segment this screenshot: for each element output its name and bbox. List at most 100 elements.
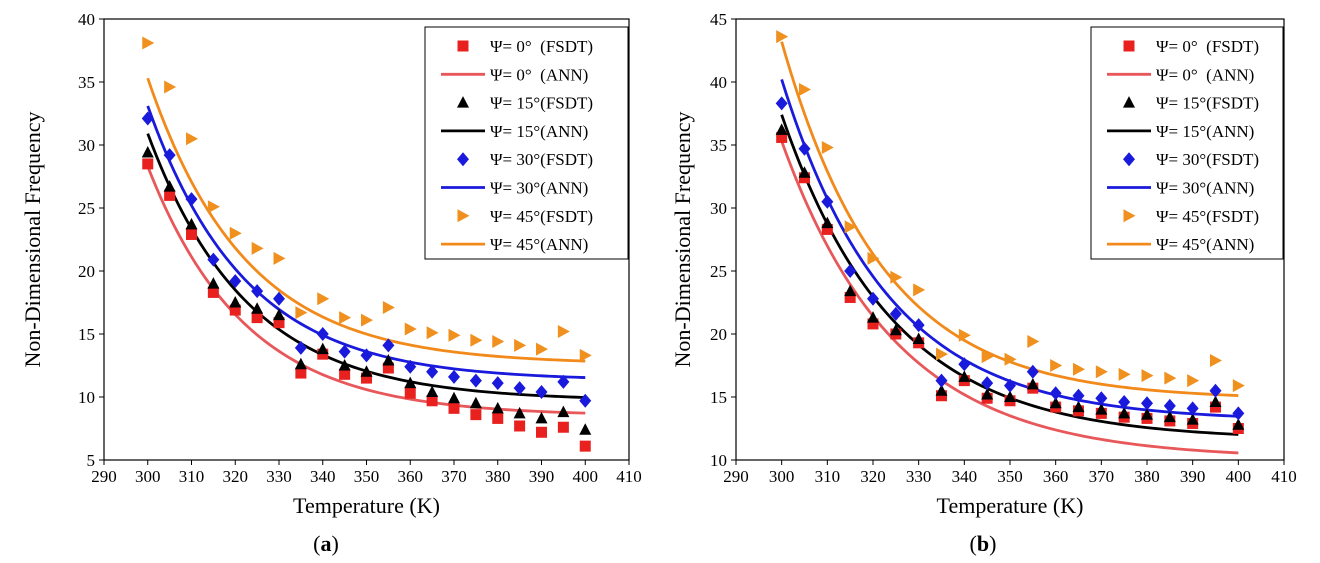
fsdt-point bbox=[448, 402, 460, 414]
fsdt-point bbox=[1026, 364, 1039, 379]
chart-a: 290 300 310 320 330 340 350 360 370 380 390 400 410 5… bbox=[20, 10, 642, 556]
fsdt-point bbox=[1095, 391, 1108, 406]
fsdt-point bbox=[317, 348, 329, 360]
fsdt-point bbox=[360, 348, 373, 363]
y-axis-title: Non-Dimensional Frequency bbox=[670, 112, 695, 368]
fsdt-point bbox=[958, 357, 971, 372]
fsdt-point bbox=[799, 172, 810, 184]
fsdt-point bbox=[338, 344, 351, 359]
fsdt-point bbox=[1004, 378, 1016, 393]
fsdt-point bbox=[1049, 386, 1062, 401]
fsdt-point bbox=[981, 387, 994, 400]
fsdt-point bbox=[251, 302, 264, 314]
x-tick-label: 310 bbox=[815, 467, 841, 486]
fsdt-point bbox=[1049, 396, 1062, 409]
fsdt-point bbox=[316, 342, 329, 355]
fsdt-point bbox=[981, 376, 994, 391]
fsdt-point bbox=[867, 291, 879, 306]
legend-marker bbox=[457, 209, 470, 223]
y-tick-label: 25 bbox=[710, 262, 727, 281]
fsdt-point bbox=[535, 411, 548, 424]
fsdt-point bbox=[491, 401, 504, 414]
fsdt-point bbox=[1164, 371, 1177, 385]
fsdt-point bbox=[142, 36, 155, 50]
fsdt-point bbox=[798, 166, 811, 178]
y-tick-label: 15 bbox=[710, 388, 727, 407]
fsdt-point bbox=[821, 223, 833, 235]
legend-label: Ψ= 45°(FSDT) bbox=[490, 207, 593, 226]
fsdt-point bbox=[382, 338, 395, 353]
fsdt-point bbox=[404, 359, 417, 374]
fsdt-point bbox=[141, 111, 154, 126]
x-tick-label: 370 bbox=[441, 467, 467, 486]
fsdt-point bbox=[294, 357, 307, 370]
fsdt-point bbox=[361, 372, 372, 384]
fsdt-point bbox=[1209, 383, 1222, 398]
y-tick-label: 10 bbox=[710, 451, 727, 470]
legend-marker bbox=[1123, 152, 1135, 167]
fsdt-point bbox=[317, 292, 330, 306]
y-tick-label: 40 bbox=[78, 10, 95, 29]
fsdt-point bbox=[426, 326, 439, 340]
fsdt-point bbox=[935, 373, 948, 388]
fsdt-point bbox=[776, 131, 788, 143]
legend-label: Ψ= 0° (ANN) bbox=[490, 65, 588, 84]
fsdt-point bbox=[360, 365, 373, 377]
fsdt-point bbox=[1118, 406, 1131, 419]
fsdt-point bbox=[1072, 400, 1085, 413]
fsdt-point bbox=[448, 369, 460, 384]
legend-label: Ψ= 30°(FSDT) bbox=[1156, 150, 1259, 169]
fsdt-point bbox=[1210, 401, 1221, 413]
y-tick-label: 20 bbox=[78, 262, 95, 281]
fsdt-point bbox=[557, 324, 570, 338]
fsdt-point bbox=[1095, 365, 1108, 379]
x-tick-label: 390 bbox=[529, 467, 555, 486]
y-tick-label: 10 bbox=[78, 388, 95, 407]
fsdt-point bbox=[912, 318, 925, 333]
x-tick-label: 330 bbox=[266, 467, 292, 486]
fsdt-point bbox=[338, 359, 351, 371]
legend-marker bbox=[1123, 209, 1136, 223]
x-tick-label: 300 bbox=[769, 467, 795, 486]
x-tick-label: 360 bbox=[1043, 467, 1069, 486]
fsdt-point bbox=[492, 335, 505, 349]
fsdt-point bbox=[404, 376, 417, 389]
fsdt-point bbox=[164, 189, 176, 201]
fsdt-point bbox=[251, 284, 264, 299]
fsdt-point bbox=[273, 317, 285, 329]
fsdt-point bbox=[1118, 395, 1131, 410]
legend: Ψ= 0° (FSDT) Ψ= 0° (ANN) Ψ= 15°(FSDT) Ψ= 15… bbox=[1090, 26, 1284, 260]
legend-label: Ψ= 15°(FSDT) bbox=[1156, 94, 1259, 113]
fsdt-point bbox=[295, 306, 308, 320]
fsdt-point bbox=[426, 385, 439, 397]
fsdt-point bbox=[1095, 403, 1108, 415]
x-tick-label: 340 bbox=[310, 467, 336, 486]
x-tick-label: 340 bbox=[952, 467, 978, 486]
legend-label: Ψ= 15°(FSDT) bbox=[490, 94, 593, 113]
fsdt-point bbox=[273, 308, 285, 321]
fsdt-point bbox=[1073, 362, 1085, 376]
fsdt-point bbox=[142, 158, 154, 170]
legend-label: Ψ= 15°(ANN) bbox=[490, 122, 588, 141]
x-tick-label: 350 bbox=[997, 467, 1023, 486]
x-tick-label: 380 bbox=[485, 467, 511, 486]
fsdt-point bbox=[890, 270, 903, 284]
fsdt-point bbox=[912, 332, 925, 345]
fsdt-point bbox=[207, 252, 220, 267]
y-tick-label: 25 bbox=[78, 199, 95, 218]
fsdt-point bbox=[273, 251, 286, 265]
fsdt-point bbox=[185, 192, 198, 207]
x-tick-label: 300 bbox=[135, 467, 161, 486]
legend-marker bbox=[1123, 96, 1135, 108]
x-tick-label: 350 bbox=[354, 467, 380, 486]
fsdt-point bbox=[958, 328, 971, 342]
legend: Ψ= 0° (FSDT) Ψ= 0° (ANN) Ψ= 15°(FSDT) Ψ= 15… bbox=[424, 26, 629, 260]
legend-marker bbox=[457, 96, 469, 108]
x-tick-label: 320 bbox=[223, 467, 249, 486]
fsdt-point bbox=[579, 423, 592, 435]
x-tick-label: 390 bbox=[1180, 467, 1206, 486]
fsdt-point bbox=[339, 311, 352, 325]
y-tick-label: 15 bbox=[78, 325, 95, 344]
y-tick-label: 30 bbox=[78, 136, 95, 155]
fsdt-point bbox=[1186, 401, 1199, 416]
